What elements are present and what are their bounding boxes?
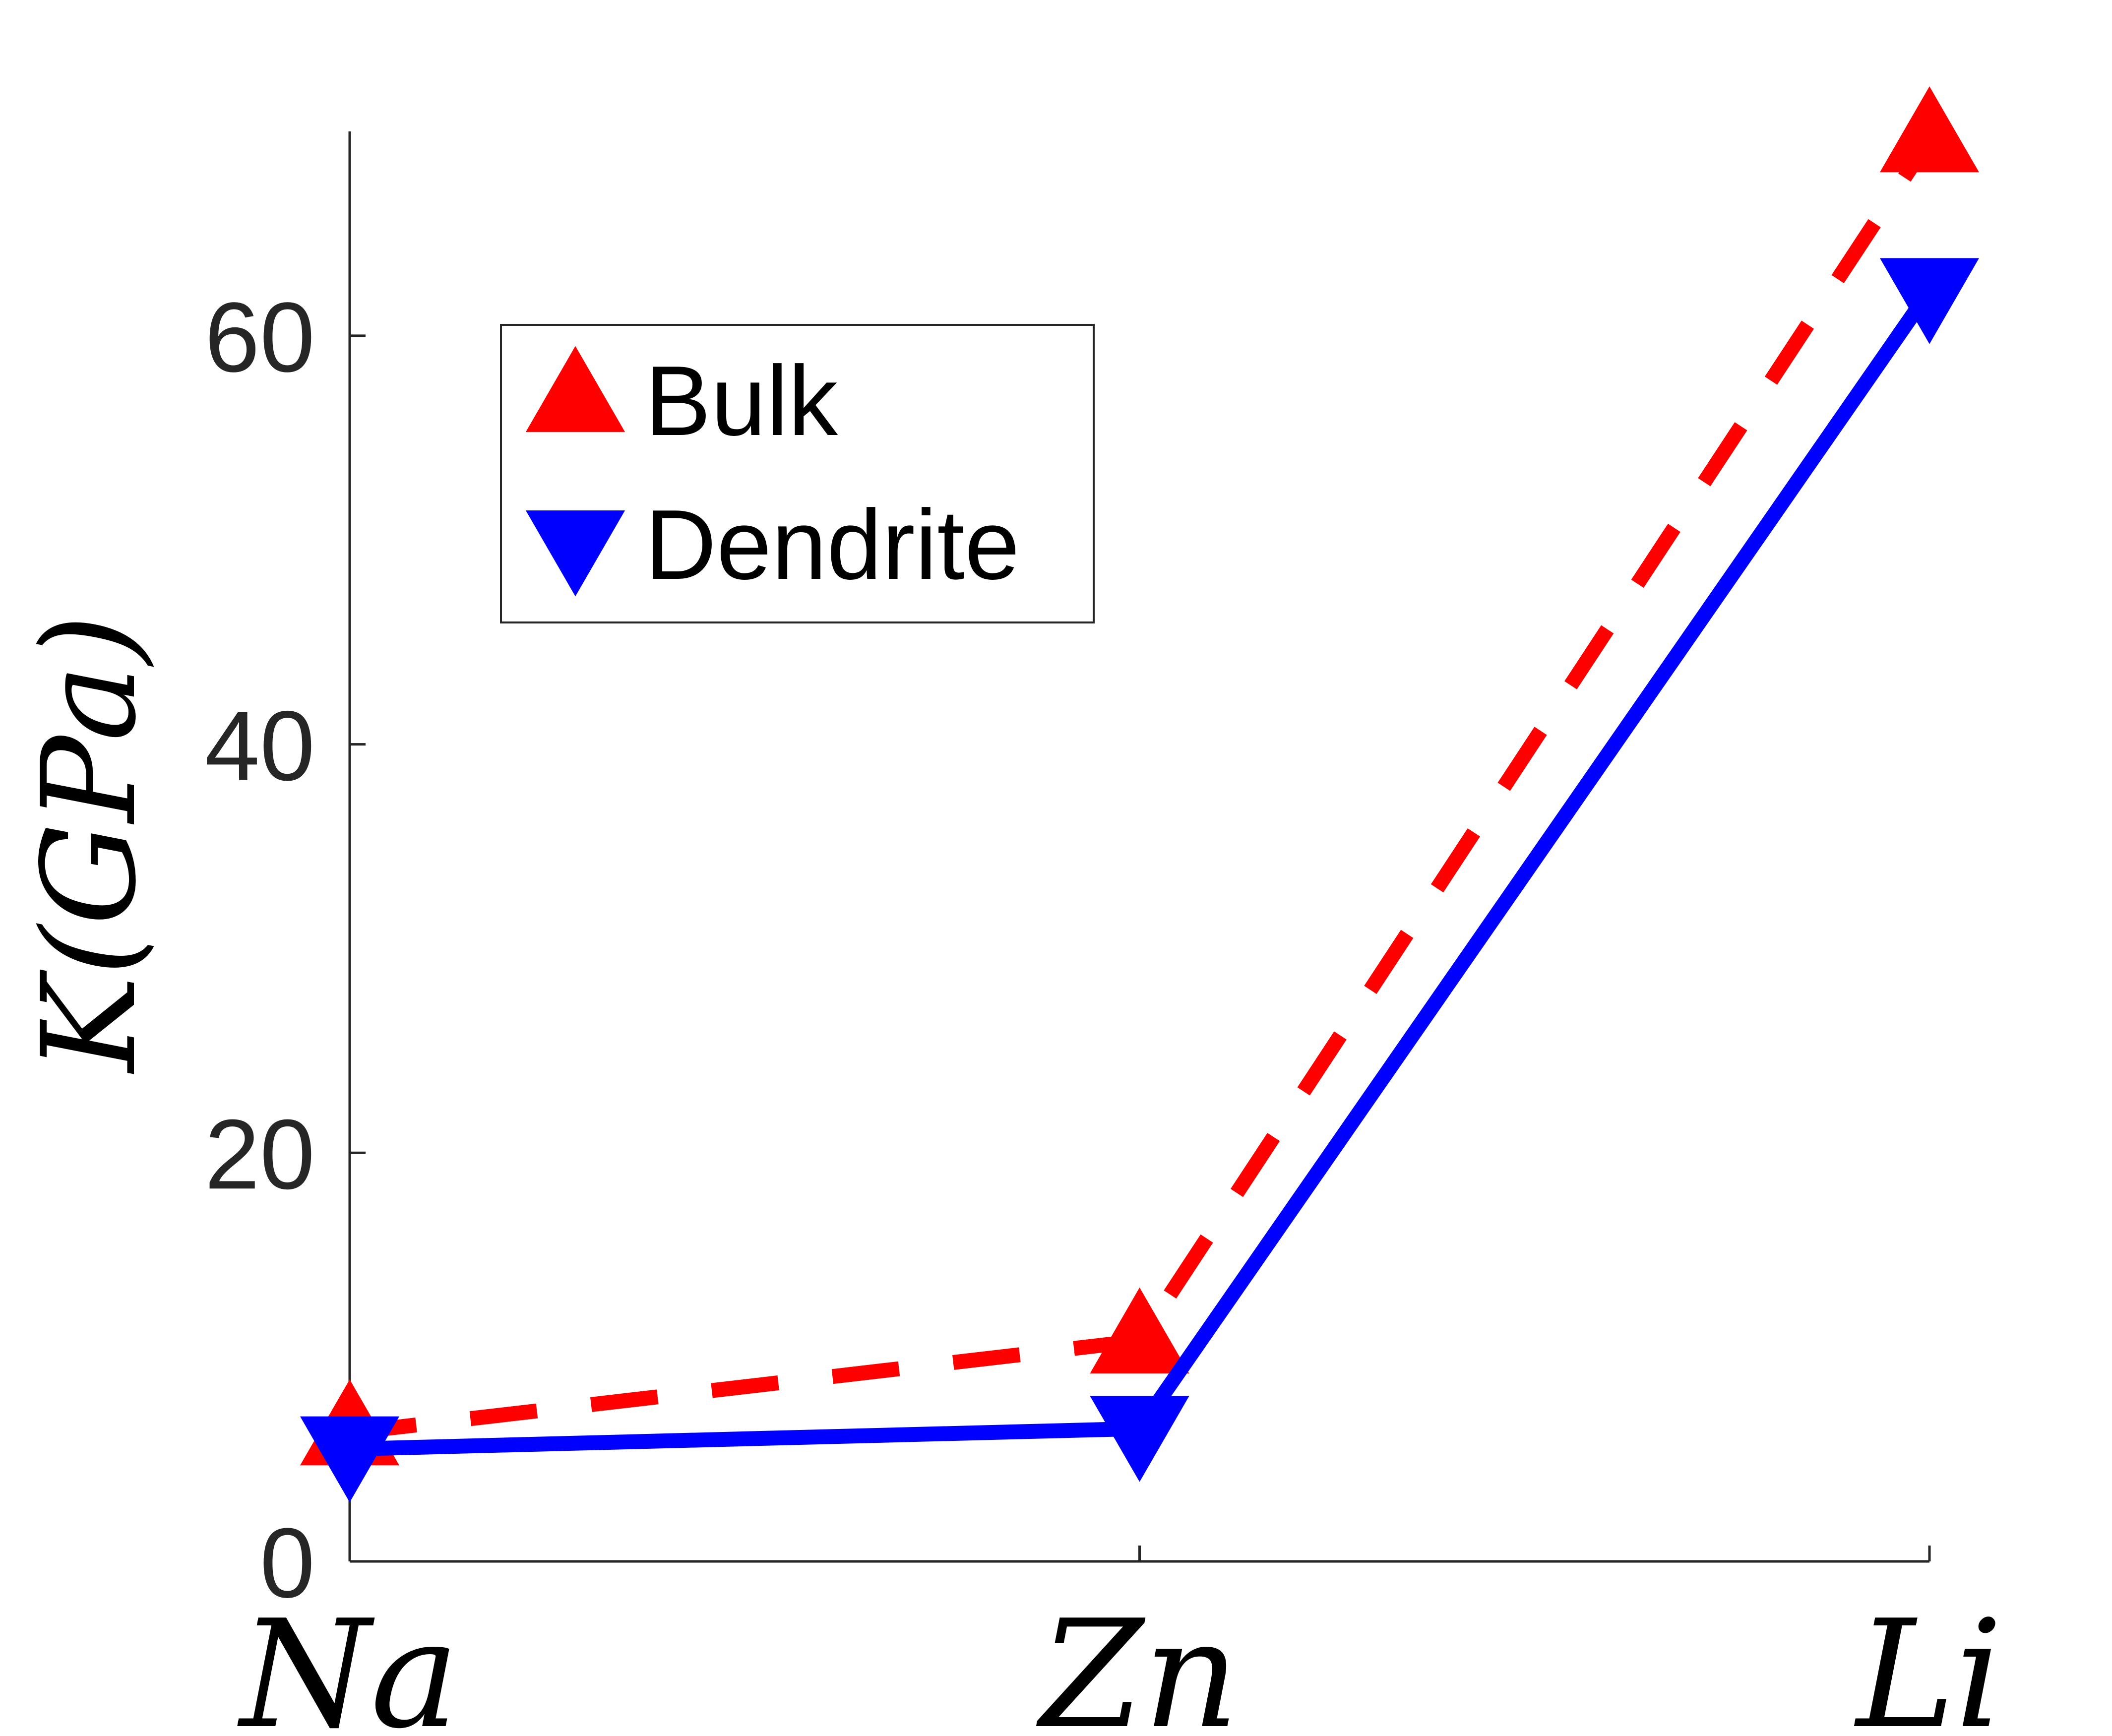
ticks: 0 20 40 60 Na Zn Li (205, 282, 2003, 1736)
y-axis-label: K(GPa) (15, 614, 165, 1074)
y-tick-label: 40 (205, 691, 315, 802)
data-point (1090, 1287, 1189, 1374)
legend-box (500, 324, 1095, 623)
legend: Bulk Dendrite (500, 324, 1095, 623)
series-layer (300, 86, 1979, 1502)
data-point (300, 1416, 399, 1502)
data-point (1880, 86, 1979, 173)
series-bulk (300, 86, 1979, 1466)
x-tick-label: Zn (1035, 1588, 1239, 1736)
legend-items: Bulk Dendrite (526, 346, 1020, 600)
x-tick-label: Na (236, 1588, 459, 1736)
legend-label: Dendrite (645, 490, 1020, 600)
legend-marker (526, 510, 625, 597)
legend-label: Bulk (645, 346, 838, 456)
y-tick-label: 0 (260, 1508, 315, 1618)
data-point (1090, 1396, 1189, 1482)
legend-marker (526, 346, 625, 432)
data-point (1880, 258, 1979, 344)
y-tick-label: 60 (205, 282, 315, 393)
y-tick-label: 20 (205, 1099, 315, 1210)
x-tick-label: Li (1854, 1588, 2003, 1736)
series-dendrite (300, 258, 1979, 1502)
